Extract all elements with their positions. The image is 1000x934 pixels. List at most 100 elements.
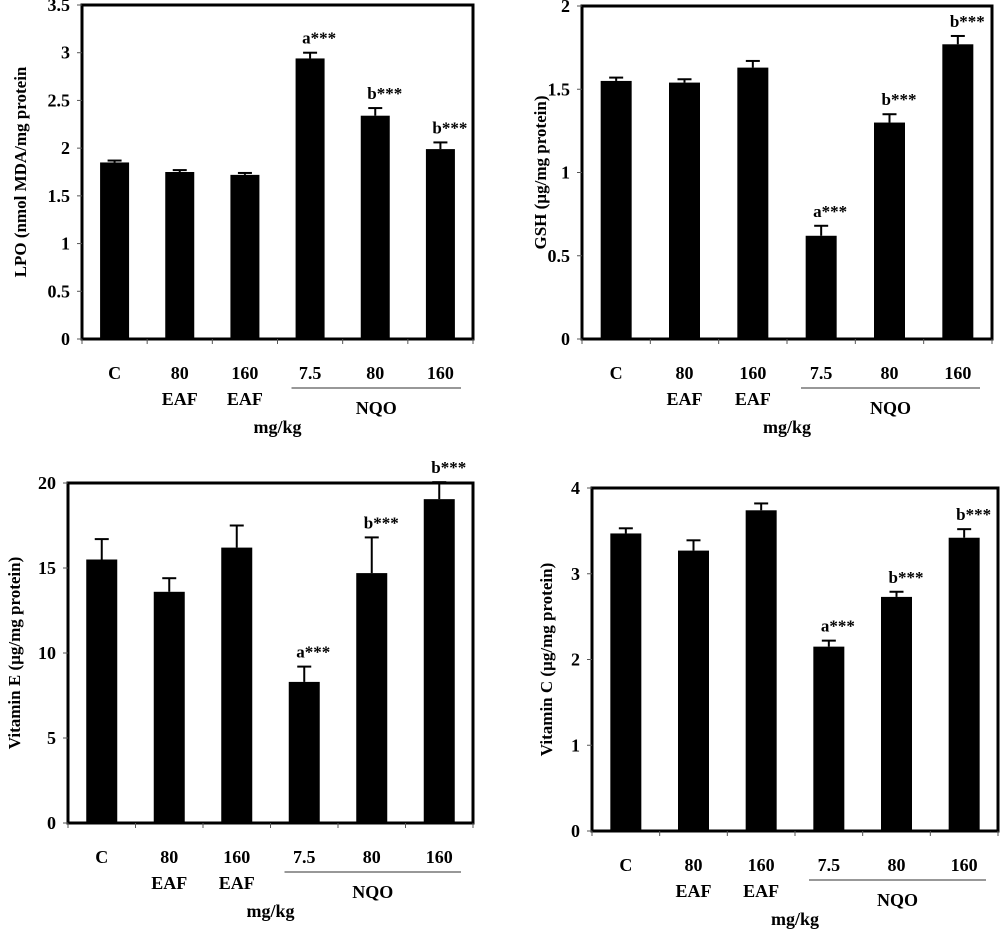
y-tick-label: 0 bbox=[561, 329, 570, 349]
x-tick-sublabel: EAF bbox=[676, 881, 712, 901]
bar bbox=[678, 550, 709, 831]
y-tick-label: 4 bbox=[571, 478, 580, 498]
group-label: NQO bbox=[356, 398, 397, 418]
y-tick-label: 0.5 bbox=[548, 246, 571, 266]
significance-annotation: a*** bbox=[302, 29, 336, 48]
plot-frame bbox=[66, 481, 475, 825]
y-tick-label: 3.5 bbox=[48, 0, 71, 15]
bar bbox=[813, 646, 845, 831]
x-tick-label: 80 bbox=[160, 847, 178, 867]
y-tick-label: 0 bbox=[571, 821, 580, 841]
x-tick-label: 7.5 bbox=[293, 847, 316, 867]
bar bbox=[360, 115, 390, 339]
x-axis-label: mg/kg bbox=[771, 909, 819, 929]
x-tick-sublabel: EAF bbox=[227, 389, 263, 409]
bar bbox=[874, 122, 905, 339]
plot-frame bbox=[590, 486, 1000, 833]
x-tick-label: 160 bbox=[427, 363, 454, 383]
y-tick-label: 1 bbox=[561, 163, 570, 183]
bar bbox=[737, 67, 769, 339]
y-axis-label: Vitamin C (µg/mg protein) bbox=[537, 563, 556, 756]
significance-annotation: b*** bbox=[882, 90, 917, 109]
y-axis-label: GSH (µg/mg protein) bbox=[531, 96, 550, 250]
x-tick-label: 7.5 bbox=[818, 855, 841, 875]
y-axis-label: Vitamin E (µg/mg protein) bbox=[5, 557, 24, 750]
x-tick-label: 160 bbox=[231, 363, 258, 383]
bar bbox=[100, 162, 130, 339]
bar bbox=[221, 547, 253, 823]
chart-panel-2: 0 0.5 1 1.5 2 GSH (µg/mg protein) C 80 EAF 160 EAF… bbox=[531, 0, 994, 437]
y-tick-label: 0 bbox=[61, 329, 70, 349]
bar bbox=[295, 58, 325, 339]
x-tick-label: 80 bbox=[366, 363, 384, 383]
x-tick-label: 7.5 bbox=[810, 363, 833, 383]
y-tick-label: 2.5 bbox=[48, 90, 71, 110]
significance-annotation: b*** bbox=[889, 568, 924, 587]
group-label: NQO bbox=[352, 882, 393, 902]
chart-panel-4: 0 1 2 3 4 Vitamin C (µg/mg protein) C 80 EAF 160 E… bbox=[537, 478, 1000, 929]
significance-annotation: a*** bbox=[821, 617, 855, 636]
x-tick-label: 160 bbox=[951, 855, 978, 875]
bar bbox=[669, 82, 700, 339]
chart-panel-1: 0 0.5 1 1.5 2 2.5 3 3.5 LPO (nmol MDA/mg protein… bbox=[11, 0, 475, 437]
plot-frame bbox=[80, 3, 475, 341]
bar bbox=[153, 591, 185, 823]
plot-frame bbox=[580, 4, 994, 341]
x-tick-sublabel: EAF bbox=[162, 389, 198, 409]
bar bbox=[356, 573, 388, 823]
x-tick-sublabel: EAF bbox=[151, 873, 187, 893]
bar bbox=[230, 174, 260, 339]
bar bbox=[745, 510, 777, 831]
significance-annotation: b*** bbox=[950, 12, 985, 31]
significance-annotation: b*** bbox=[956, 505, 991, 524]
x-tick-label: C bbox=[95, 847, 108, 867]
x-tick-label: C bbox=[610, 363, 623, 383]
bar bbox=[805, 235, 837, 339]
x-tick-label: 160 bbox=[426, 847, 453, 867]
bar bbox=[288, 681, 320, 823]
significance-annotation: a*** bbox=[813, 202, 847, 221]
y-tick-label: 1.5 bbox=[48, 186, 71, 206]
y-tick-label: 2 bbox=[61, 138, 70, 158]
y-tick-label: 3 bbox=[571, 564, 580, 584]
bar bbox=[600, 80, 632, 340]
bar bbox=[86, 559, 118, 823]
y-tick-label: 15 bbox=[38, 558, 56, 578]
x-axis-label: mg/kg bbox=[246, 901, 294, 921]
significance-annotation: a*** bbox=[296, 643, 330, 662]
bar bbox=[948, 537, 980, 831]
x-tick-label: 80 bbox=[881, 363, 899, 383]
x-tick-label: 80 bbox=[685, 855, 703, 875]
x-tick-sublabel: EAF bbox=[219, 873, 255, 893]
x-axis-label: mg/kg bbox=[763, 417, 811, 437]
chart-panel-3: 0 5 10 15 20 Vitamin E (µg/mg protein) C 80 EAF 1… bbox=[5, 458, 475, 921]
x-tick-label: 160 bbox=[739, 363, 766, 383]
bar bbox=[425, 149, 455, 339]
x-tick-label: 160 bbox=[223, 847, 250, 867]
bar bbox=[165, 172, 195, 339]
x-tick-label: 80 bbox=[171, 363, 189, 383]
x-tick-label: C bbox=[619, 855, 632, 875]
y-axis-label: LPO (nmol MDA/mg protein bbox=[11, 66, 30, 277]
group-label: NQO bbox=[870, 398, 911, 418]
x-axis-label: mg/kg bbox=[253, 417, 301, 437]
x-tick-sublabel: EAF bbox=[735, 389, 771, 409]
x-tick-label: 80 bbox=[363, 847, 381, 867]
significance-annotation: b*** bbox=[432, 118, 467, 137]
group-label: NQO bbox=[877, 890, 918, 910]
y-tick-label: 5 bbox=[47, 728, 56, 748]
significance-annotation: b*** bbox=[364, 513, 399, 532]
x-tick-sublabel: EAF bbox=[743, 881, 779, 901]
significance-annotation: b*** bbox=[431, 458, 466, 477]
x-tick-label: 160 bbox=[748, 855, 775, 875]
y-tick-label: 0 bbox=[47, 813, 56, 833]
y-tick-label: 1 bbox=[61, 234, 70, 254]
y-tick-label: 3 bbox=[61, 43, 70, 63]
x-tick-label: 80 bbox=[676, 363, 694, 383]
x-tick-label: C bbox=[108, 363, 121, 383]
y-tick-label: 1.5 bbox=[548, 79, 571, 99]
x-tick-label: 160 bbox=[944, 363, 971, 383]
x-tick-sublabel: EAF bbox=[667, 389, 703, 409]
x-tick-label: 80 bbox=[888, 855, 906, 875]
